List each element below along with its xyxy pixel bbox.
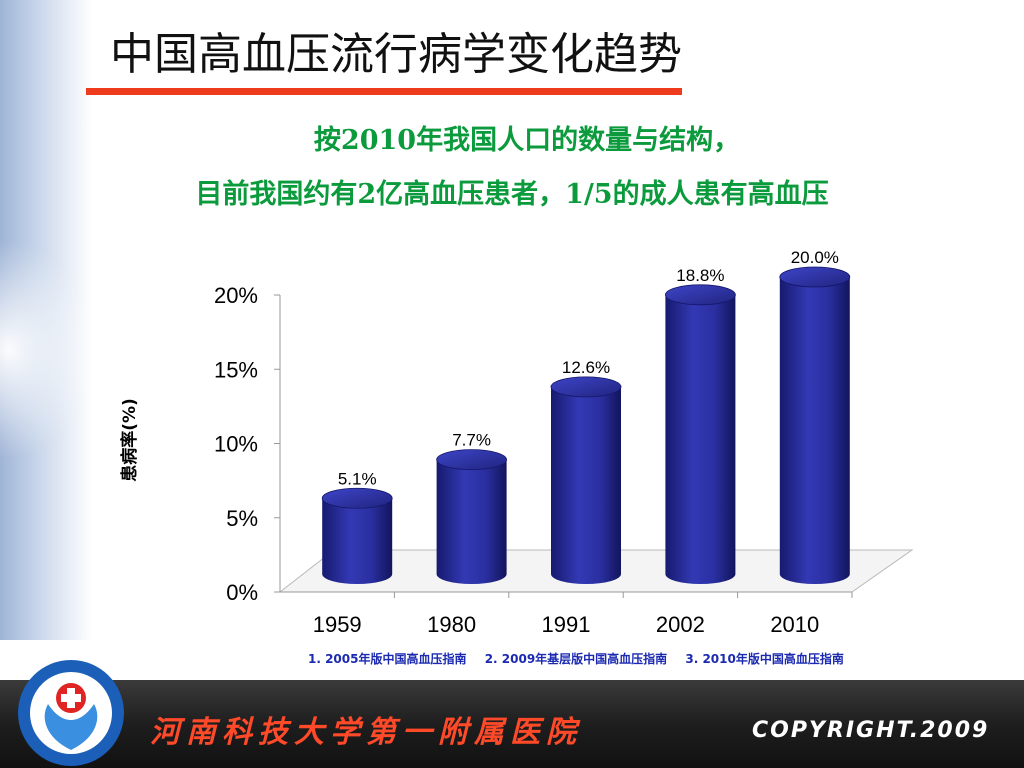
copyright-text: COPYRIGHT.2009 xyxy=(752,718,990,743)
subtitle-line-2: 目前我国约有2亿高血压患者，1/5的成人患有高血压 xyxy=(195,179,829,210)
x-tick-label: 1991 xyxy=(542,612,591,637)
reference-item: 2. 2009年基层版中国高血压指南 xyxy=(484,652,668,666)
bar-body xyxy=(551,386,621,584)
data-label: 20.0% xyxy=(791,248,839,267)
data-label: 5.1% xyxy=(338,469,377,488)
bar-1991: 12.6% xyxy=(550,358,622,584)
footer-bar: 河南科技大学第一附属医院 COPYRIGHT.2009 xyxy=(0,680,1024,768)
x-tick-label: 1959 xyxy=(313,612,362,637)
bar-2010: 20.0% xyxy=(779,248,851,584)
bar-body xyxy=(665,294,736,584)
y-tick-label: 15% xyxy=(214,357,258,382)
prevalence-bar-chart: 0% 5% 10% 15% 20% 5.1% 7.7% 12.6% 18.8% 20.0% 19… xyxy=(119,248,914,637)
data-label: 12.6% xyxy=(562,358,610,377)
reference-item: 3. 2010年版中国高血压指南 xyxy=(685,652,844,666)
y-tick-label: 0% xyxy=(226,580,258,605)
data-label: 7.7% xyxy=(452,431,491,450)
bar-top xyxy=(550,376,622,398)
reference-item: 1. 2005年版中国高血压指南 xyxy=(308,652,467,666)
references: 1. 2005年版中国高血压指南 2. 2009年基层版中国高血压指南 3. 2… xyxy=(308,650,858,667)
bar-top xyxy=(779,266,851,288)
y-tick-label: 10% xyxy=(214,432,258,457)
bar-1959: 5.1% xyxy=(321,469,393,584)
subtitle-line-1: 按2010年我国人口的数量与结构， xyxy=(313,125,741,156)
data-label: 18.8% xyxy=(676,266,724,285)
bar-top xyxy=(321,487,393,509)
bar-body xyxy=(436,459,507,584)
y-tick-label: 5% xyxy=(226,506,258,531)
hospital-seal-logo xyxy=(18,660,124,766)
slide-title: 中国高血压流行病学变化趋势 xyxy=(110,29,682,80)
bar-2002: 18.8% xyxy=(665,266,736,584)
title-underline xyxy=(86,88,682,95)
bar-top xyxy=(665,284,736,306)
bar-top xyxy=(436,449,508,471)
x-tick-label: 2002 xyxy=(656,612,705,637)
bar-body xyxy=(779,277,850,584)
x-tick-label: 2010 xyxy=(770,612,819,637)
institution-name: 河南科技大学第一附属医院 xyxy=(150,715,582,750)
y-tick-label: 20% xyxy=(214,283,258,308)
bar-1980: 7.7% xyxy=(436,431,508,584)
left-decoration-panel xyxy=(0,0,92,640)
y-axis-label: 患病率(%) xyxy=(119,398,140,482)
bar-body xyxy=(322,498,393,584)
x-tick-label: 1980 xyxy=(427,612,476,637)
